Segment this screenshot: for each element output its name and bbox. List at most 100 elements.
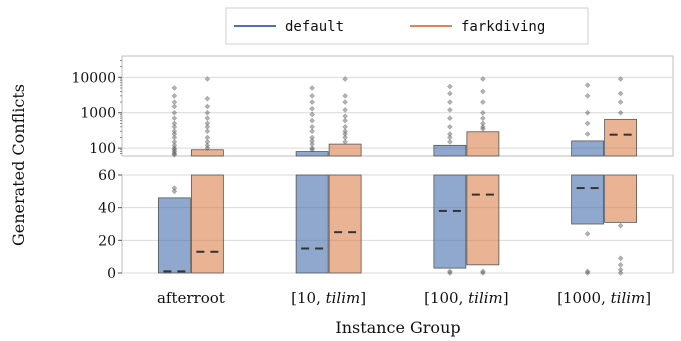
box-default-upper [433, 144, 467, 157]
outlier-farkdiving [342, 139, 348, 145]
outlier-farkdiving [204, 128, 211, 135]
outlier-default [309, 117, 315, 124]
outlier-default [584, 92, 591, 99]
outlier-default [584, 120, 591, 127]
outlier-layer [171, 76, 624, 276]
box-default-upper [571, 140, 605, 157]
outlier-default [171, 151, 178, 158]
box-farkdiving-lower [190, 174, 224, 274]
category-labels: afterroot [10, tilim] [100, tilim] [1000, t… [157, 289, 651, 307]
outlier-default [309, 99, 315, 105]
outlier-farkdiving [342, 76, 348, 82]
outlier-farkdiving [342, 99, 348, 105]
category-label: [10, tilim] [291, 289, 366, 307]
lower-tick-label: 40 [98, 201, 116, 217]
box-layer [157, 118, 638, 274]
box-farkdiving-lower [328, 174, 362, 274]
outlier-default [309, 92, 315, 99]
outlier-default [447, 99, 453, 105]
outlier-default [447, 139, 453, 145]
outlier-farkdiving [617, 261, 624, 268]
outlier-farkdiving [342, 123, 348, 130]
outlier-farkdiving [617, 255, 624, 262]
outlier-default [171, 85, 178, 91]
outlier-default [584, 82, 591, 89]
outlier-default [171, 150, 178, 157]
outlier-default [309, 128, 315, 135]
outlier-farkdiving [204, 134, 211, 141]
outlier-default [447, 268, 453, 275]
outlier-farkdiving [617, 270, 624, 276]
outlier-default [309, 145, 315, 151]
category-label: afterroot [157, 289, 225, 307]
outlier-farkdiving [480, 115, 486, 122]
outlier-farkdiving [342, 92, 348, 99]
outlier-farkdiving [342, 134, 348, 141]
legend: default farkdiving [225, 7, 589, 45]
outlier-farkdiving [342, 128, 348, 135]
upper-tick-label: 100 [89, 141, 116, 157]
box-default-lower [571, 174, 605, 225]
outlier-default [309, 105, 315, 112]
outlier-default [309, 141, 315, 147]
outlier-farkdiving [617, 76, 624, 82]
outlier-default [171, 139, 178, 145]
outlier-default [171, 128, 178, 135]
outlier-default [171, 120, 178, 127]
box-default-lower [157, 197, 191, 274]
outlier-default [171, 99, 178, 105]
box-farkdiving-upper [466, 131, 500, 157]
legend-label-farkdiving: farkdiving [461, 19, 545, 35]
outlier-default [447, 131, 453, 137]
outlier-default [447, 134, 453, 141]
median-layer [163, 133, 632, 273]
box-farkdiving-upper [328, 143, 362, 157]
tick-layer: 100 1000 10000 0 20 40 60 [71, 60, 122, 282]
outlier-farkdiving [480, 126, 486, 132]
outlier-default [309, 111, 315, 118]
outlier-default [584, 109, 591, 116]
box-farkdiving-upper [604, 118, 638, 157]
outlier-farkdiving [617, 109, 624, 116]
outlier-default [171, 123, 178, 130]
outlier-farkdiving [342, 113, 348, 120]
outlier-farkdiving [204, 139, 211, 145]
lower-tick-label: 60 [98, 168, 116, 184]
outlier-default [309, 123, 315, 130]
outlier-farkdiving [480, 109, 486, 116]
outlier-default [309, 134, 315, 141]
outlier-farkdiving [480, 88, 486, 95]
outlier-farkdiving [617, 266, 624, 273]
lower-tick-label: 0 [107, 266, 116, 282]
outlier-default [447, 90, 453, 97]
box-default-lower [295, 174, 329, 274]
outlier-farkdiving [204, 142, 211, 149]
outlier-farkdiving [204, 109, 211, 116]
upper-panel [121, 55, 674, 157]
y-axis-title: Generated Conflicts [9, 84, 28, 246]
outlier-farkdiving [480, 268, 486, 275]
outlier-default [447, 83, 453, 90]
outlier-farkdiving [617, 222, 624, 229]
outlier-farkdiving [480, 99, 486, 105]
outlier-default [171, 109, 178, 116]
box-default-upper [295, 151, 329, 157]
outlier-default [584, 268, 591, 275]
lower-tick-label: 20 [98, 233, 116, 249]
box-farkdiving-lower [466, 174, 500, 266]
category-label: [100, tilim] [424, 289, 509, 307]
outlier-default [171, 115, 178, 122]
outlier-default [171, 188, 178, 195]
outlier-default [447, 123, 453, 130]
box-farkdiving-upper [190, 149, 224, 157]
outlier-default [447, 115, 453, 122]
outlier-farkdiving [617, 90, 624, 97]
outlier-default [584, 131, 591, 137]
legend-frame [225, 7, 589, 45]
upper-tick-label: 10000 [71, 70, 116, 86]
outlier-farkdiving [204, 76, 211, 82]
outlier-farkdiving [204, 95, 211, 102]
box-default-lower [433, 174, 467, 269]
outlier-default [171, 185, 178, 191]
outlier-default [171, 134, 178, 141]
